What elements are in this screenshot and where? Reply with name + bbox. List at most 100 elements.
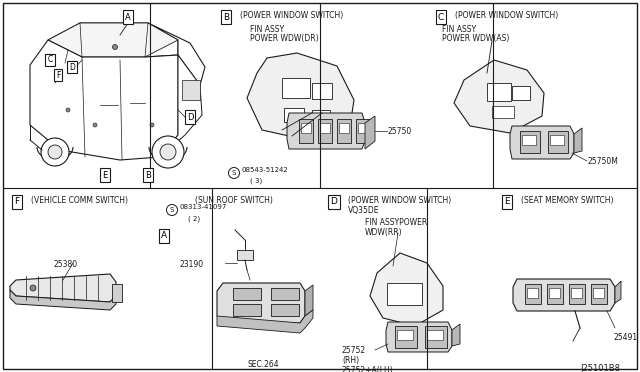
Text: 25750: 25750 <box>387 127 412 136</box>
Text: WDW(RR): WDW(RR) <box>365 228 403 237</box>
Bar <box>547 284 563 304</box>
Polygon shape <box>160 55 202 157</box>
Circle shape <box>160 144 176 160</box>
Text: A: A <box>161 231 167 241</box>
Bar <box>318 119 332 143</box>
Bar <box>233 304 261 316</box>
Bar <box>591 284 607 304</box>
Bar <box>395 326 417 348</box>
Text: FIN ASSY: FIN ASSY <box>250 25 284 34</box>
Text: F: F <box>56 71 60 80</box>
Bar <box>112 284 122 302</box>
Polygon shape <box>48 23 178 57</box>
Bar <box>387 283 422 305</box>
Polygon shape <box>370 253 443 326</box>
Bar <box>522 135 536 145</box>
Polygon shape <box>10 274 116 302</box>
Bar <box>282 78 310 98</box>
Bar <box>549 288 560 298</box>
Text: D: D <box>187 112 193 122</box>
Circle shape <box>30 285 36 291</box>
Text: ( 3): ( 3) <box>250 177 262 183</box>
Circle shape <box>113 45 118 49</box>
Circle shape <box>93 123 97 127</box>
Bar <box>512 86 530 100</box>
Circle shape <box>41 138 69 166</box>
Bar <box>525 284 541 304</box>
Bar <box>337 119 351 143</box>
Text: 25752: 25752 <box>342 346 366 355</box>
Bar <box>182 80 200 100</box>
Text: (POWER WINDOW SWITCH): (POWER WINDOW SWITCH) <box>240 11 343 20</box>
Polygon shape <box>217 283 305 323</box>
Bar <box>492 106 514 118</box>
Bar <box>299 119 313 143</box>
Text: FIN ASSY: FIN ASSY <box>442 25 476 34</box>
Bar <box>593 288 604 298</box>
Polygon shape <box>386 322 452 352</box>
Text: FIN ASSYPOWER: FIN ASSYPOWER <box>365 218 428 227</box>
Polygon shape <box>452 324 460 346</box>
Bar <box>569 284 585 304</box>
Text: POWER WDW(AS): POWER WDW(AS) <box>442 34 509 43</box>
Bar <box>284 108 304 122</box>
Text: (SEAT MEMORY SWITCH): (SEAT MEMORY SWITCH) <box>521 196 614 205</box>
Bar <box>356 119 370 143</box>
Text: 08543-51242: 08543-51242 <box>242 167 289 173</box>
Text: S: S <box>232 170 236 176</box>
Text: C: C <box>438 13 444 22</box>
Bar <box>301 123 311 133</box>
Text: 25380: 25380 <box>53 260 77 269</box>
Bar <box>548 131 568 153</box>
Circle shape <box>66 108 70 112</box>
Bar <box>527 288 538 298</box>
Text: (POWER WINDOW SWITCH): (POWER WINDOW SWITCH) <box>455 11 558 20</box>
Text: 23190: 23190 <box>180 260 204 269</box>
Polygon shape <box>217 310 313 333</box>
Polygon shape <box>574 128 582 153</box>
Text: B: B <box>223 13 229 22</box>
Bar <box>425 326 447 348</box>
Polygon shape <box>615 281 621 303</box>
Polygon shape <box>48 23 178 57</box>
Text: 25752+A(LH): 25752+A(LH) <box>342 366 394 372</box>
Bar <box>427 330 443 340</box>
Polygon shape <box>365 116 375 149</box>
Polygon shape <box>10 290 116 310</box>
Text: E: E <box>102 170 108 180</box>
Bar <box>271 288 299 300</box>
Polygon shape <box>247 53 354 140</box>
Text: (POWER WINDOW SWITCH): (POWER WINDOW SWITCH) <box>348 196 451 205</box>
Text: VQ35DE: VQ35DE <box>348 206 380 215</box>
Text: B: B <box>145 170 151 180</box>
Text: F: F <box>15 198 20 206</box>
Text: POWER WDW(DR): POWER WDW(DR) <box>250 34 319 43</box>
Text: (VEHICLE COMM SWITCH): (VEHICLE COMM SWITCH) <box>31 196 128 205</box>
Bar <box>358 123 368 133</box>
Text: (RH): (RH) <box>342 356 359 365</box>
Bar <box>312 83 332 99</box>
Bar <box>571 288 582 298</box>
Polygon shape <box>305 285 313 316</box>
Text: D: D <box>331 198 337 206</box>
Polygon shape <box>510 126 574 159</box>
Text: S: S <box>170 207 174 213</box>
Text: 08313-41097: 08313-41097 <box>180 204 227 210</box>
Circle shape <box>48 145 62 159</box>
Text: E: E <box>504 198 510 206</box>
Circle shape <box>228 167 239 179</box>
Bar <box>271 304 299 316</box>
Bar <box>237 250 253 260</box>
Polygon shape <box>513 279 615 311</box>
Bar <box>487 83 511 101</box>
Bar <box>550 135 564 145</box>
Text: D: D <box>69 62 75 71</box>
Text: C: C <box>47 55 52 64</box>
Circle shape <box>152 136 184 168</box>
Polygon shape <box>454 60 544 133</box>
Bar <box>397 330 413 340</box>
Polygon shape <box>287 113 365 149</box>
Text: 25750M: 25750M <box>588 157 619 166</box>
Circle shape <box>150 123 154 127</box>
Text: ( 2): ( 2) <box>188 215 200 221</box>
